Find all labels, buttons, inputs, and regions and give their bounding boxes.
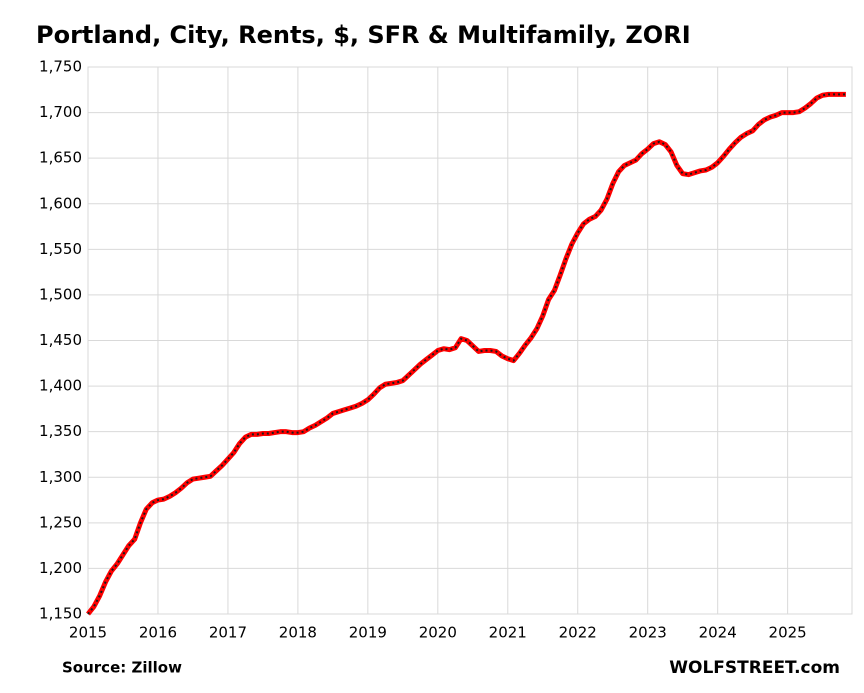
source: Source: Zillow xyxy=(62,659,182,677)
x-tick-label: 2017 xyxy=(209,624,247,642)
y-tick-label: 1,150 xyxy=(39,605,82,623)
x-tick-label: 2018 xyxy=(279,624,317,642)
plot-border xyxy=(87,66,853,615)
x-tick-label: 2022 xyxy=(559,624,597,642)
y-tick-label: 1,700 xyxy=(39,103,82,121)
x-tick-label: 2019 xyxy=(349,624,387,642)
x-tick-label: 2024 xyxy=(699,624,737,642)
y-tick-label: 1,750 xyxy=(39,58,82,76)
y-tick-label: 1,500 xyxy=(39,285,82,303)
y-tick-label: 1,250 xyxy=(39,513,82,531)
y-tick-label: 1,200 xyxy=(39,559,82,577)
y-tick-label: 1,550 xyxy=(39,240,82,258)
x-tick-label: 2015 xyxy=(69,624,107,642)
y-tick-label: 1,300 xyxy=(39,468,82,486)
y-tick-label: 1,400 xyxy=(39,377,82,395)
y-tick-label: 1,600 xyxy=(39,194,82,212)
x-tick-label: 2025 xyxy=(769,624,807,642)
chart-title: Portland, City, Rents, $, SFR & Multifam… xyxy=(36,21,691,49)
y-tick-label: 1,450 xyxy=(39,331,82,349)
series-line-dots xyxy=(87,93,846,615)
x-tick-label: 2020 xyxy=(419,624,457,642)
watermark: WOLFSTREET.com xyxy=(669,658,840,678)
x-tick-label: 2023 xyxy=(629,624,667,642)
series-line xyxy=(86,91,846,616)
x-tick-label: 2016 xyxy=(139,624,177,642)
y-tick-label: 1,350 xyxy=(39,422,82,440)
x-tick-label: 2021 xyxy=(489,624,527,642)
y-tick-label: 1,650 xyxy=(39,149,82,167)
